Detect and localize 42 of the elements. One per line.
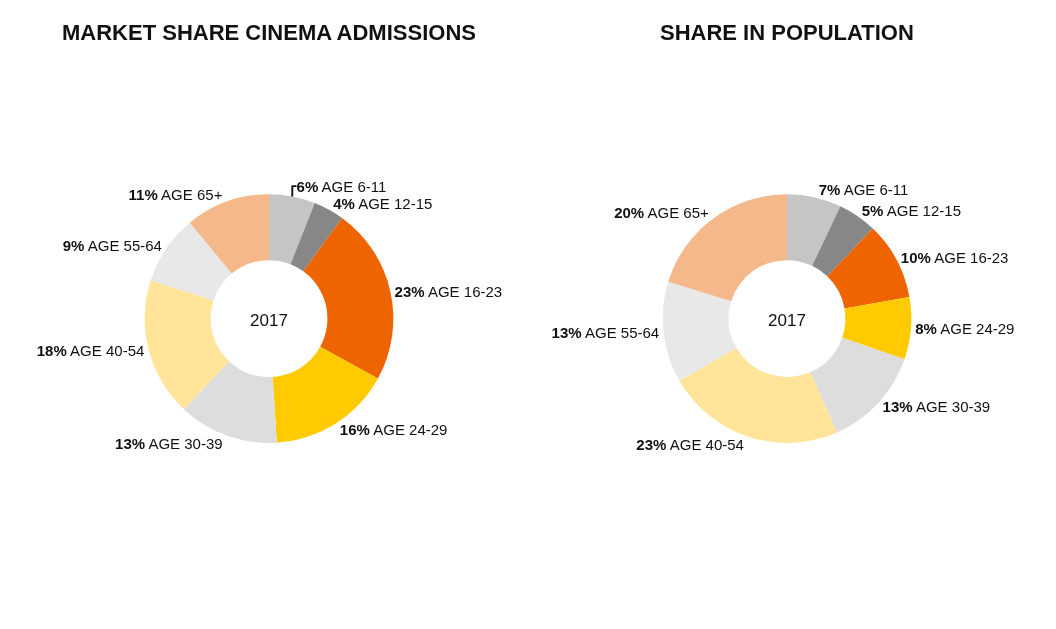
data-label: 13% (115, 434, 146, 452)
donut-slice (303, 217, 394, 379)
slice-label: AGE 6-11 (843, 180, 909, 198)
chart-title: MARKET SHARE CINEMA ADMISSIONS (62, 20, 476, 45)
slice-label: AGE 65+ (647, 204, 709, 222)
data-label: 23% (636, 435, 667, 453)
slice-label: AGE 55-64 (87, 237, 162, 255)
donut-slice (662, 281, 737, 381)
data-label: 6% (296, 177, 319, 195)
data-label: 23% (394, 282, 425, 300)
slice-label: AGE 24-29 (373, 421, 448, 439)
donut-slice (269, 194, 315, 265)
donut-slice (144, 280, 229, 410)
data-label: 5% (861, 201, 884, 219)
slice-label: AGE 30-39 (148, 434, 223, 452)
slice-label: AGE 16-23 (934, 249, 1009, 267)
slice-label: AGE 30-39 (915, 398, 991, 416)
slice-label: AGE 16-23 (427, 282, 503, 300)
data-label: 9% (62, 237, 85, 255)
data-label: 11% (128, 185, 158, 203)
data-label: 16% (339, 421, 370, 439)
donut-slice (787, 194, 841, 266)
data-label: 18% (36, 341, 67, 359)
slice-label: AGE 40-54 (669, 435, 744, 453)
slice-label: AGE 55-64 (584, 323, 660, 341)
data-label: 13% (882, 398, 913, 416)
donut-slice (842, 296, 912, 360)
data-label: 4% (333, 194, 355, 212)
data-label: 13% (551, 323, 582, 341)
text: 2017 (768, 311, 806, 331)
slice-label: AGE 40-54 (70, 341, 145, 359)
slice-label: AGE 12-15 (886, 201, 961, 219)
slice-label: AGE 6-11 (321, 177, 387, 195)
data-label: 20% (614, 204, 645, 222)
text: 2017 (250, 311, 288, 331)
slice-label: AGE 24-29 (940, 319, 1015, 337)
data-label: 8% (915, 319, 937, 337)
data-label: 10% (900, 249, 931, 267)
chart-title: SHARE IN POPULATION (660, 20, 914, 45)
data-label: 7% (818, 180, 841, 198)
slice-label: AGE 12-15 (358, 194, 433, 212)
slice-label: AGE 65+ (161, 185, 223, 203)
